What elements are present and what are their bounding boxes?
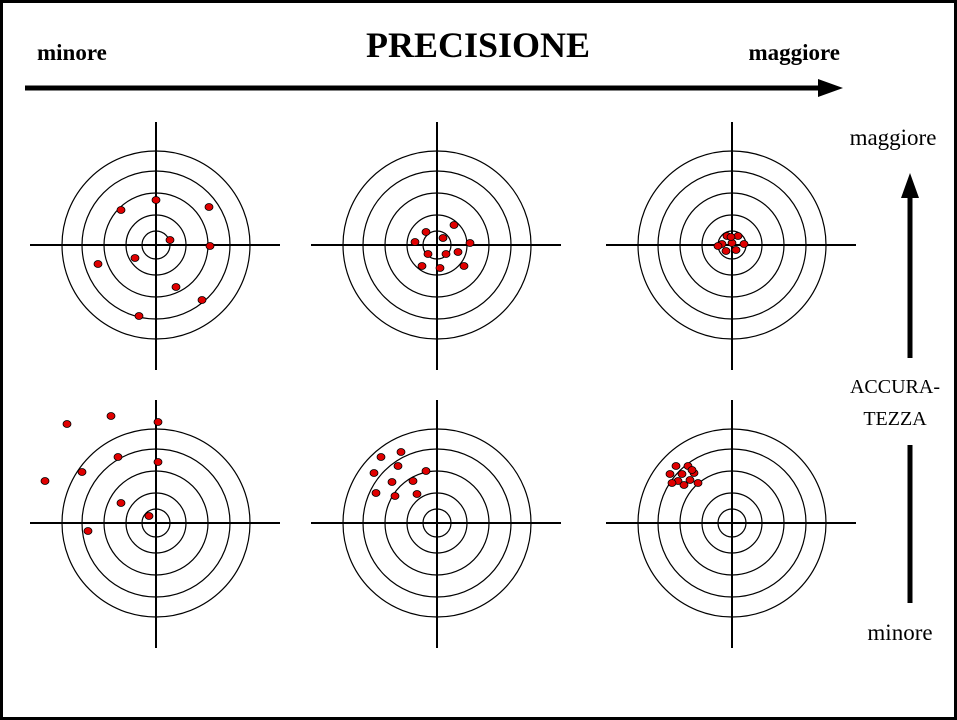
hit-dot [417,262,427,270]
hit-dot [93,260,103,268]
hit-dot [165,236,175,244]
hit-dot [679,481,689,489]
accuracy-label-1: ACCURA- [850,376,940,398]
targets [30,122,856,648]
hit-dot [116,499,126,507]
hit-dot [687,466,697,474]
hit-dot [116,206,126,214]
hit-dot [113,453,123,461]
hit-dot [671,462,681,470]
hit-dot [665,470,675,478]
hit-dot [369,469,379,477]
title: PRECISIONE [366,25,590,65]
hit-dot [441,250,451,258]
hit-dot [153,458,163,466]
hit-dot [151,196,161,204]
hit-dot [412,490,422,498]
accuracy-label-2: TEZZA [863,408,927,430]
hit-dot [205,242,215,250]
arrow-head [818,79,843,97]
hit-dot [459,262,469,270]
hit-dot [721,247,731,255]
hit-dot [438,234,448,242]
hit-dot [465,239,475,247]
hit-dot [376,453,386,461]
hit-dot [40,477,50,485]
hit-dot [713,242,723,250]
hit-dot [421,228,431,236]
hit-dot [693,479,703,487]
hit-dot [197,296,207,304]
hit-dot [453,248,463,256]
accuracy-low: minore [867,620,932,645]
hit-dot [423,250,433,258]
hit-dot [77,468,87,476]
hit-dot [83,527,93,535]
hit-dot [393,462,403,470]
hit-dot [144,512,154,520]
hit-dot [667,479,677,487]
hit-dot [371,489,381,497]
hit-dot [410,238,420,246]
hit-dot [204,203,214,211]
hit-dot [62,420,72,428]
hit-dot [153,418,163,426]
hit-dot [677,470,687,478]
hit-dot [739,240,749,248]
hit-dot [685,476,695,484]
hit-dot [449,221,459,229]
arrow-head [901,173,919,198]
hit-dot [396,448,406,456]
precision-low: minore [37,40,107,65]
hit-dot [421,467,431,475]
precision-high: maggiore [748,40,840,65]
hit-dot [726,233,736,241]
hit-dot [130,254,140,262]
hit-dot [171,283,181,291]
hit-dot [390,492,400,500]
accuracy-high: maggiore [850,125,937,150]
hit-dot [387,478,397,486]
hit-dot [731,246,741,254]
hit-dot [134,312,144,320]
hit-dot [106,412,116,420]
hit-dot [408,477,418,485]
hit-dot [435,264,445,272]
